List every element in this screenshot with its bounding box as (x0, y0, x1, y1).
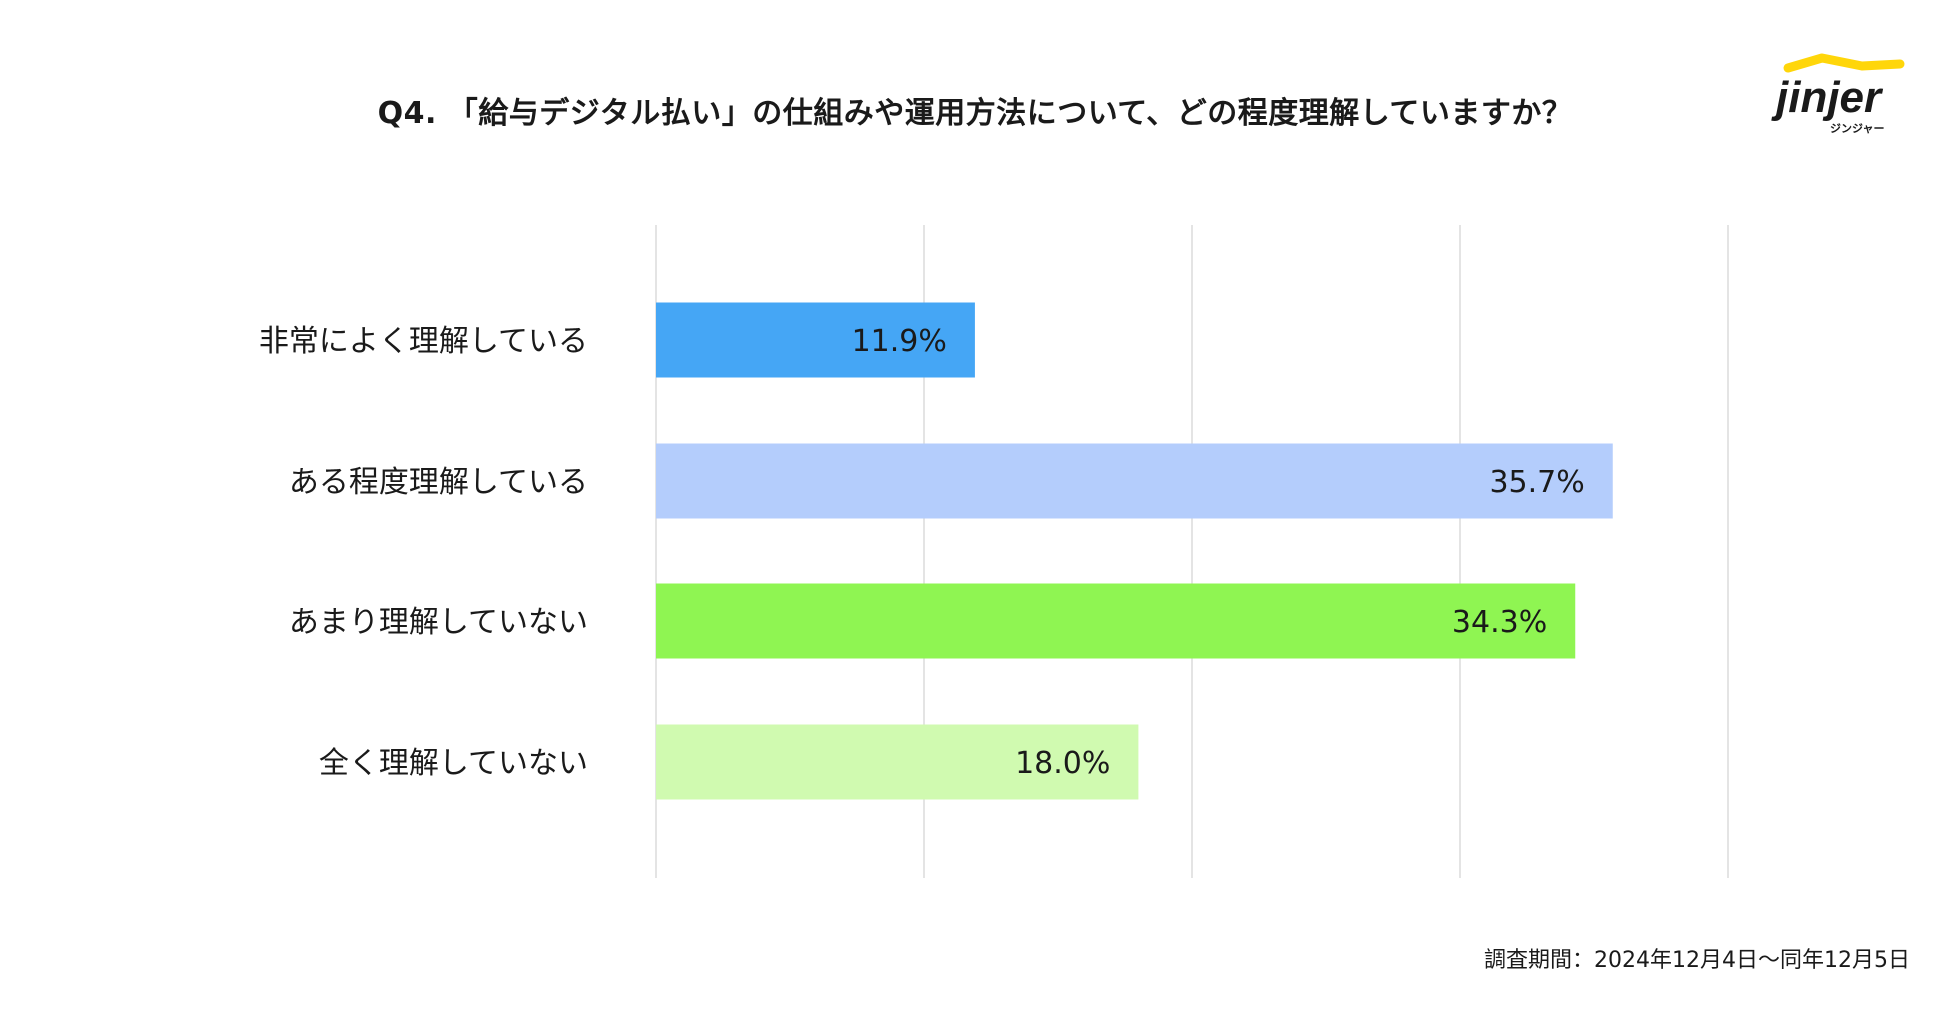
bar-3 (656, 724, 1139, 800)
bars: 11.9% 35.7% 34.3% 18.0% (656, 302, 1613, 800)
bar-1 (656, 443, 1613, 519)
bar-0 (656, 302, 975, 378)
value-label-0: 11.9% (852, 324, 947, 359)
logo-wordmark: jinjer (1771, 73, 1884, 122)
category-label-0: 非常によく理解している (259, 324, 588, 359)
category-label-2: あまり理解していない (289, 605, 588, 640)
survey-period: 調査期間：2024年12月4日〜同年12月5日 (1484, 948, 1910, 973)
logo-subtext: ジンジャー (1830, 122, 1884, 135)
value-label-2: 34.3% (1452, 605, 1547, 640)
chart-title: Q4. 「給与デジタル払い」の仕組みや運用方法について、どの程度理解していますか… (377, 96, 1573, 131)
logo-mark-icon: jinjer ジンジャー (1771, 53, 1905, 135)
category-label-1: ある程度理解している (289, 465, 588, 500)
value-label-1: 35.7% (1489, 465, 1584, 500)
value-label-3: 18.0% (1015, 746, 1110, 781)
jinjer-logo: jinjer ジンジャー (1770, 52, 1920, 142)
category-label-3: 全く理解していない (319, 746, 588, 781)
bar-2 (656, 583, 1576, 659)
